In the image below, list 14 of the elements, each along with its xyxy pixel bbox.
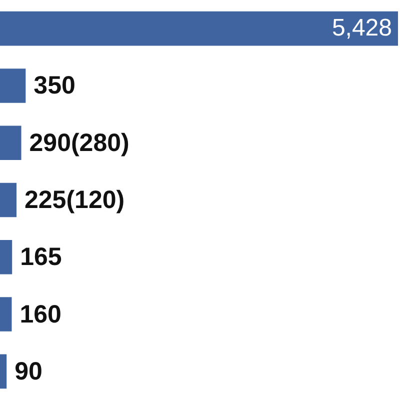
bar: [0, 297, 12, 332]
bar: [0, 240, 12, 274]
data-label: 160: [20, 300, 62, 328]
data-label: 225(120): [24, 186, 125, 214]
bar: [0, 68, 26, 103]
bar: [0, 11, 398, 46]
data-label: 165: [20, 243, 62, 272]
data-label: 290(280): [29, 128, 130, 157]
data-label: 90: [14, 357, 42, 386]
data-label: 5,428: [332, 14, 392, 42]
bar: [0, 354, 7, 389]
bar: [0, 182, 16, 218]
bar: [0, 126, 22, 160]
data-label: 350: [34, 72, 76, 100]
